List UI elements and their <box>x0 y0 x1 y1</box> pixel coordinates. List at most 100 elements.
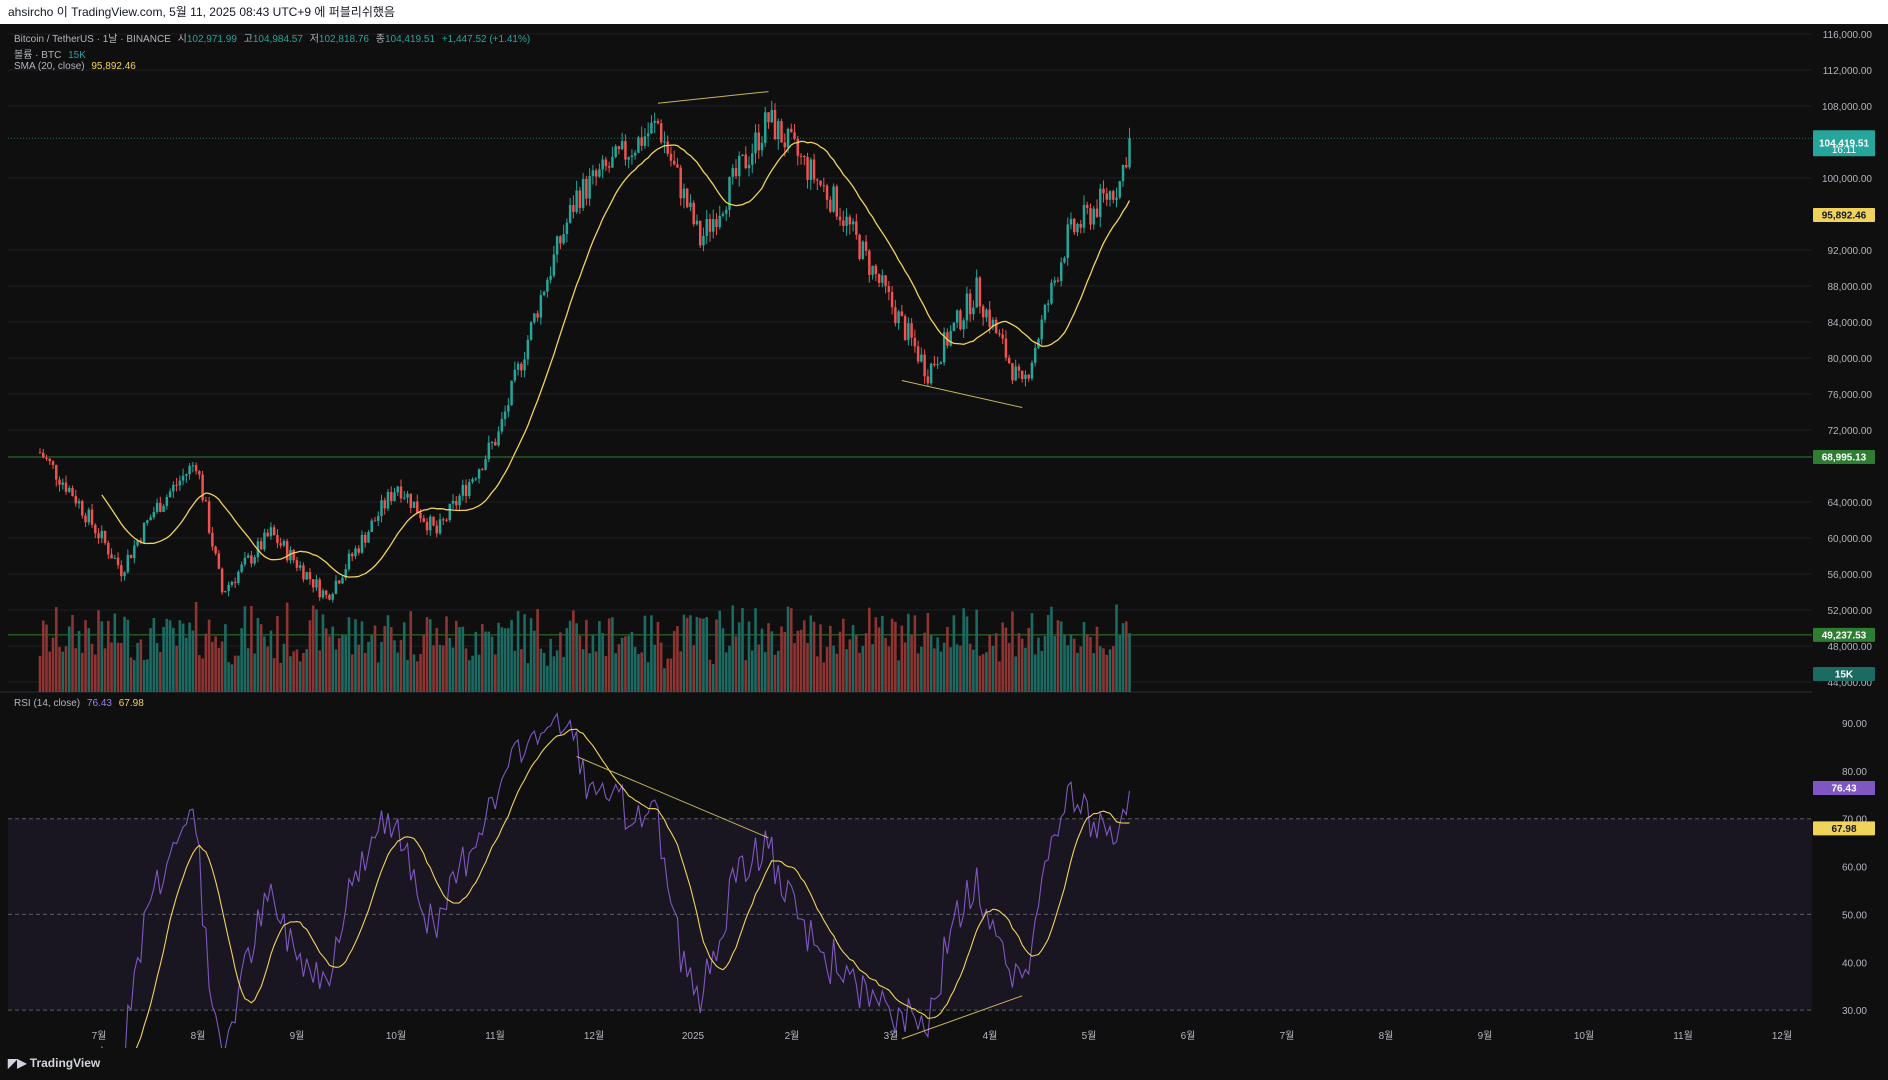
volume-bar <box>611 617 614 692</box>
tradingview-logo[interactable]: ◤▶ TradingView <box>8 1056 100 1070</box>
volume-bar <box>1095 626 1099 692</box>
candle-body <box>334 580 338 594</box>
volume-bar <box>373 625 377 692</box>
volume-bar <box>985 652 988 692</box>
candle-body <box>503 411 507 420</box>
volume-bar <box>773 654 777 692</box>
candle-body <box>689 202 692 208</box>
time-axis-label: 8월 <box>191 1030 206 1042</box>
candle-body <box>324 590 328 595</box>
volume-bar <box>789 608 793 692</box>
candle-body <box>227 584 230 592</box>
rsi-label[interactable]: RSI (14, close) <box>14 698 81 709</box>
candle-body <box>448 503 452 521</box>
volume-bar <box>981 654 985 692</box>
candle-body <box>409 493 412 508</box>
volume-bar <box>230 664 234 692</box>
volume-bar <box>926 612 930 692</box>
volume-bar <box>1069 634 1073 692</box>
candle-body <box>181 475 185 481</box>
candle-body <box>175 484 178 486</box>
candle-body <box>991 319 995 328</box>
volume-bar <box>1079 646 1083 692</box>
volume-bar <box>806 642 809 692</box>
candle-body <box>507 405 510 412</box>
volume-bar <box>1007 643 1011 692</box>
line1-tag-bg <box>1813 450 1875 465</box>
volume-bar <box>1102 648 1105 692</box>
volume-bar <box>1085 634 1089 692</box>
candle-body <box>386 491 390 509</box>
candle-body <box>806 156 809 180</box>
volume-bar <box>1111 646 1115 692</box>
price-trendline <box>901 380 1023 408</box>
candle-body <box>1046 303 1050 305</box>
volume-bar <box>152 617 156 692</box>
volume-bar <box>494 654 497 692</box>
rsi-band <box>8 818 1812 1011</box>
volume-bar <box>363 652 367 692</box>
volume-bar <box>968 643 972 692</box>
volume-label[interactable]: 볼륨 · BTC <box>14 50 62 61</box>
sma-label[interactable]: SMA (20, close) <box>14 61 85 72</box>
volume-bar <box>815 656 819 692</box>
candle-body <box>185 474 188 476</box>
candle-body <box>1105 193 1108 200</box>
volume-bar <box>162 627 165 692</box>
volume-bar <box>211 641 214 692</box>
volume-bar <box>741 608 744 692</box>
candle-body <box>42 452 45 458</box>
symbol-name[interactable]: Bitcoin / TetherUS · 1날 · BINANCE <box>14 34 171 45</box>
volume-bar <box>1089 637 1092 692</box>
volume-bar <box>988 635 991 692</box>
candle-body <box>604 159 608 167</box>
volume-bar <box>61 651 65 692</box>
volume-bar <box>952 615 956 692</box>
volume-bar <box>1030 613 1034 692</box>
volume-bar <box>341 634 344 692</box>
volume-bar <box>643 615 647 692</box>
candle-body <box>438 519 442 534</box>
volume-bar <box>490 636 494 692</box>
volume-bar <box>461 626 465 692</box>
candle-body <box>383 500 386 509</box>
volume-bar <box>835 653 839 692</box>
candle-body <box>734 168 738 177</box>
volume-bar <box>702 618 705 692</box>
candle-body <box>380 500 383 517</box>
volume-bar <box>809 615 813 692</box>
candle-body <box>468 482 471 497</box>
candle-body <box>835 186 839 217</box>
candle-body <box>968 293 972 315</box>
volume-value: 15K <box>68 50 86 61</box>
volume-bar <box>279 662 282 692</box>
candle-body <box>1092 208 1095 225</box>
volume-bar <box>464 648 468 692</box>
volume-bar <box>536 608 539 692</box>
volume-bar <box>685 617 689 692</box>
candle-body <box>305 572 308 580</box>
price-tick-label: 116,000.00 <box>1823 30 1873 41</box>
candle-body <box>146 520 149 523</box>
candle-body <box>871 265 874 275</box>
candle-body <box>546 279 549 292</box>
time-axis-label: 2025 <box>682 1031 705 1042</box>
candle-body <box>90 509 94 525</box>
volume-bar <box>659 642 663 692</box>
volume-bar <box>786 606 790 692</box>
candle-body <box>354 548 357 557</box>
candle-body <box>58 479 61 485</box>
candle-body <box>191 465 195 467</box>
chart-canvas[interactable]: 116,000.00 112,000.00 108,000.00 100,000.00… <box>0 24 1888 1048</box>
volume-bar <box>106 620 110 692</box>
volume-bar <box>848 639 852 692</box>
candle-body <box>894 307 897 324</box>
candle-body <box>250 555 253 564</box>
candle-body <box>331 593 334 600</box>
volume-bar <box>620 637 624 692</box>
last-price-tag: 104,419.51 <box>1819 139 1869 150</box>
volume-bar <box>481 623 484 692</box>
candle-body <box>764 112 767 143</box>
brand-text: TradingView <box>29 1056 101 1070</box>
price-tick-label: 72,000.00 <box>1828 426 1873 437</box>
